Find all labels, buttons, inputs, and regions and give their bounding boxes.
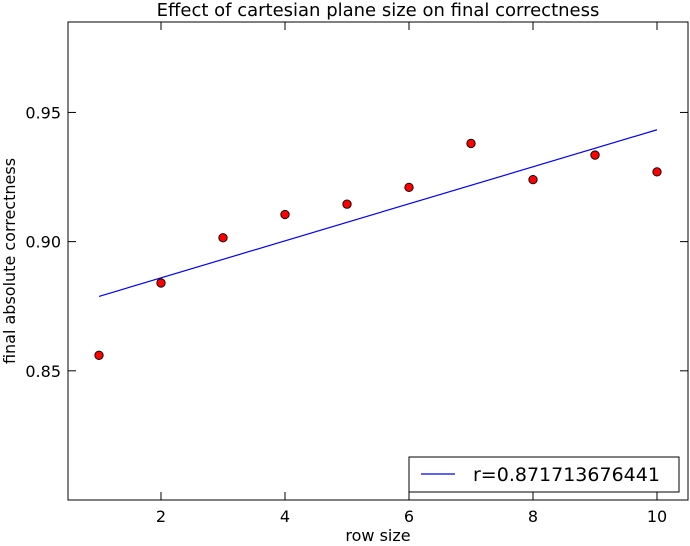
x-tick-label: 2 xyxy=(156,507,166,526)
data-point xyxy=(342,199,352,209)
data-point xyxy=(466,138,476,149)
plot-area xyxy=(67,21,689,501)
legend-label: r=0.871713676441 xyxy=(473,464,660,486)
x-axis-label: row size xyxy=(345,526,410,545)
y-axis-ticks: 0.85 0.90 0.95 xyxy=(25,103,688,381)
data-point xyxy=(156,278,166,288)
x-tick-label: 6 xyxy=(404,507,414,526)
data-point xyxy=(590,150,600,160)
chart-title: Effect of cartesian plane size on final … xyxy=(157,0,600,21)
y-tick-label: 0.85 xyxy=(25,362,61,381)
data-point xyxy=(404,182,414,193)
y-tick-label: 0.95 xyxy=(25,103,61,122)
x-axis-ticks: 2 4 6 8 10 xyxy=(156,22,667,526)
data-point xyxy=(652,167,662,177)
x-tick-label: 10 xyxy=(647,507,667,526)
y-axis-label: final absolute correctness xyxy=(0,158,19,364)
fit-line xyxy=(98,129,658,297)
x-tick-label: 8 xyxy=(528,507,538,526)
legend: r=0.871713676441 xyxy=(408,456,680,493)
series-layer xyxy=(94,129,662,360)
y-tick-label: 0.90 xyxy=(25,233,61,252)
data-point xyxy=(280,209,290,220)
data-point xyxy=(218,233,228,243)
x-tick-label: 4 xyxy=(280,507,290,526)
data-point xyxy=(94,350,104,360)
data-point xyxy=(528,174,538,185)
